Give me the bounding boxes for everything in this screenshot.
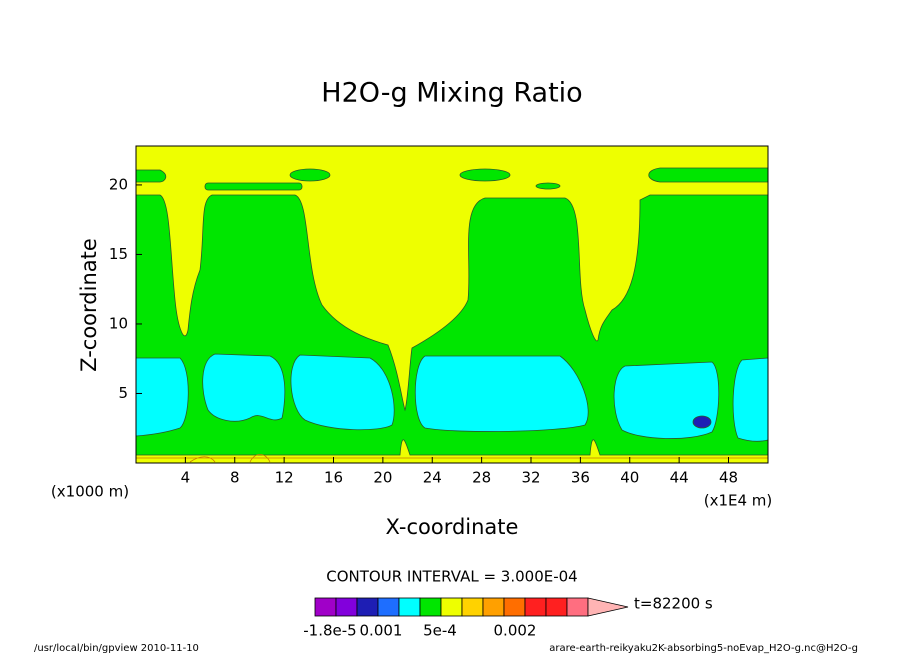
x-tick-label: 20 <box>373 469 392 487</box>
y-tick-label: 15 <box>109 245 128 263</box>
colorbar-box <box>356 597 379 617</box>
cyan-region <box>613 361 720 439</box>
colorbar-box <box>398 597 421 617</box>
colorbar-box <box>566 597 589 617</box>
y-tick-label: 10 <box>109 314 128 332</box>
colorbar-label: 5e-4 <box>423 622 457 640</box>
contour-field <box>135 146 769 463</box>
colorbar-arrow <box>587 597 629 617</box>
colorbar-box <box>482 597 505 617</box>
x-tick-label: 8 <box>230 469 240 487</box>
cyan-region <box>135 357 189 437</box>
colorbar-box <box>461 597 484 617</box>
y-tick-label: 20 <box>109 175 128 193</box>
x-tick-label: 44 <box>670 469 689 487</box>
colorbar-box <box>377 597 400 617</box>
y-unit: (x1000 m) <box>51 483 129 501</box>
chart-title: H2O-g Mixing Ratio <box>321 78 582 109</box>
cyan-region <box>414 355 589 432</box>
cyan-region <box>290 354 395 431</box>
footer-left: /usr/local/bin/gpview 2010-11-10 <box>34 643 199 654</box>
colorbar-box <box>545 597 568 617</box>
x-tick-label: 24 <box>423 469 442 487</box>
cyan-region <box>202 353 286 422</box>
green-island <box>135 169 167 183</box>
colorbar-box <box>503 597 526 617</box>
colorbar-label: 0.002 <box>494 622 537 640</box>
cyan-region <box>732 357 769 442</box>
x-tick-label: 48 <box>719 469 738 487</box>
x-tick-label: 4 <box>181 469 191 487</box>
colorbar-box <box>314 597 337 617</box>
colorbar-box <box>335 597 358 617</box>
colorbar-box <box>524 597 547 617</box>
x-unit: (x1E4 m) <box>704 492 773 510</box>
x-axis-label: X-coordinate <box>386 515 519 539</box>
colorbar-label: -1.8e-5 <box>303 622 356 640</box>
x-tick-label: 12 <box>275 469 294 487</box>
x-tick-label: 40 <box>620 469 639 487</box>
blue-region <box>692 415 712 429</box>
contour-line <box>136 454 768 463</box>
contour-interval: CONTOUR INTERVAL = 3.000E-04 <box>326 568 577 586</box>
time-label: t=82200 s <box>634 595 713 613</box>
colorbar-box <box>419 597 442 617</box>
y-axis-label: Z-coordinate <box>77 238 101 372</box>
green-island <box>289 168 331 182</box>
footer-right: arare-earth-reikyaku2K-absorbing5-noEvap… <box>549 643 858 654</box>
x-tick-label: 36 <box>571 469 590 487</box>
x-tick-label: 16 <box>324 469 343 487</box>
green-island <box>535 182 561 190</box>
plot-frame <box>135 145 769 464</box>
x-tick-label: 32 <box>521 469 540 487</box>
colorbar-box <box>440 597 463 617</box>
green-island <box>648 167 769 183</box>
green-island <box>459 168 511 182</box>
y-tick-label: 5 <box>118 384 128 402</box>
x-tick-label: 28 <box>472 469 491 487</box>
colorbar-label: 0.001 <box>360 622 403 640</box>
green-island <box>204 182 303 191</box>
